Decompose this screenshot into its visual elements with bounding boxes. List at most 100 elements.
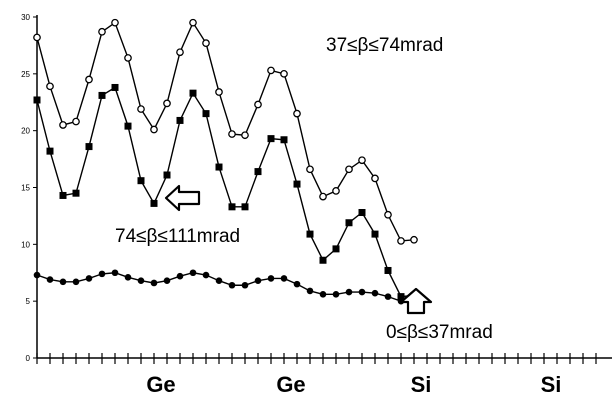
y-tick-label: 25 [21,70,30,79]
data-point [345,288,353,296]
data-point [293,180,301,188]
data-point [254,168,262,176]
data-point [59,278,67,286]
chart-series-group [33,18,418,305]
data-point [85,143,93,151]
data-point [332,245,340,253]
data-point [267,66,275,75]
data-point [241,203,249,211]
data-point [241,131,249,140]
x-category-label: Ge [146,372,175,394]
data-point [33,271,41,279]
x-category-label: Si [541,372,562,394]
x-category-label: Si [411,372,432,394]
data-point [384,293,392,300]
data-point [241,281,249,289]
data-point [111,83,119,91]
data-point [202,39,210,47]
data-point [319,256,327,264]
data-point [72,117,80,126]
data-point [384,210,392,219]
y-tick-label: 5 [26,297,31,306]
data-point [332,187,340,195]
data-point [293,109,301,118]
data-point [345,219,353,227]
data-point [176,116,184,124]
data-point [111,269,119,277]
data-point [228,281,236,289]
data-point [306,165,314,174]
data-point [293,280,301,288]
data-point [228,203,236,211]
data-point [46,276,54,283]
y-tick-label: 30 [21,13,30,22]
data-point [72,278,80,286]
data-point [410,235,418,244]
data-point [59,121,67,129]
data-point [319,192,327,201]
data-point [85,275,93,282]
data-point [358,209,366,217]
data-point [254,277,262,285]
data-point [85,75,93,84]
data-point [358,156,366,165]
data-point [111,18,119,27]
data-point [371,174,379,183]
data-point [150,125,158,134]
data-point [345,165,353,174]
data-point [254,100,262,109]
data-point [137,105,145,113]
data-point [46,147,54,155]
data-point [202,110,210,118]
data-point [33,33,41,42]
data-point [137,277,145,285]
y-tick-label: 10 [21,240,30,249]
series-line [36,86,415,298]
data-point [384,266,392,274]
data-point [397,293,405,301]
data-point [189,18,197,27]
data-point [189,89,197,97]
data-point [46,82,54,91]
annotation-lower-label: 0≤β≤37mrad [386,322,493,343]
data-point [215,163,223,171]
data-point [280,275,288,282]
data-point [358,288,366,296]
data-point [319,291,327,298]
data-point [371,289,379,297]
data-point [124,54,132,62]
data-point [150,199,158,207]
data-point [124,273,132,281]
x-category-label: Ge [276,372,305,394]
chart-axes: 0 5 10 15 20 25 30 Ge Ge Si Si [21,13,612,394]
data-point [332,291,340,298]
data-point [150,279,158,287]
annotation-upper-label: 37≤β≤74mrad [326,35,443,56]
data-point [124,122,132,130]
data-point [33,96,41,104]
data-point [306,287,314,295]
data-point [202,271,210,279]
data-point [306,230,314,238]
data-point [137,177,145,185]
data-point [163,99,171,108]
y-tick-label: 15 [21,184,30,193]
data-point [228,130,236,138]
data-point [280,69,288,78]
data-point [267,275,275,282]
arrow-up-icon [399,287,433,315]
y-tick-label: 0 [26,354,31,363]
data-point [163,277,171,285]
data-point [176,272,184,280]
data-point [98,91,106,99]
data-point [163,171,171,179]
data-point [176,48,184,57]
y-tick-label: 20 [21,127,30,136]
data-point [215,88,223,96]
data-point [59,191,67,199]
data-point [72,189,80,197]
arrow-icon [164,184,201,212]
data-point [189,269,197,277]
data-point [267,135,275,143]
